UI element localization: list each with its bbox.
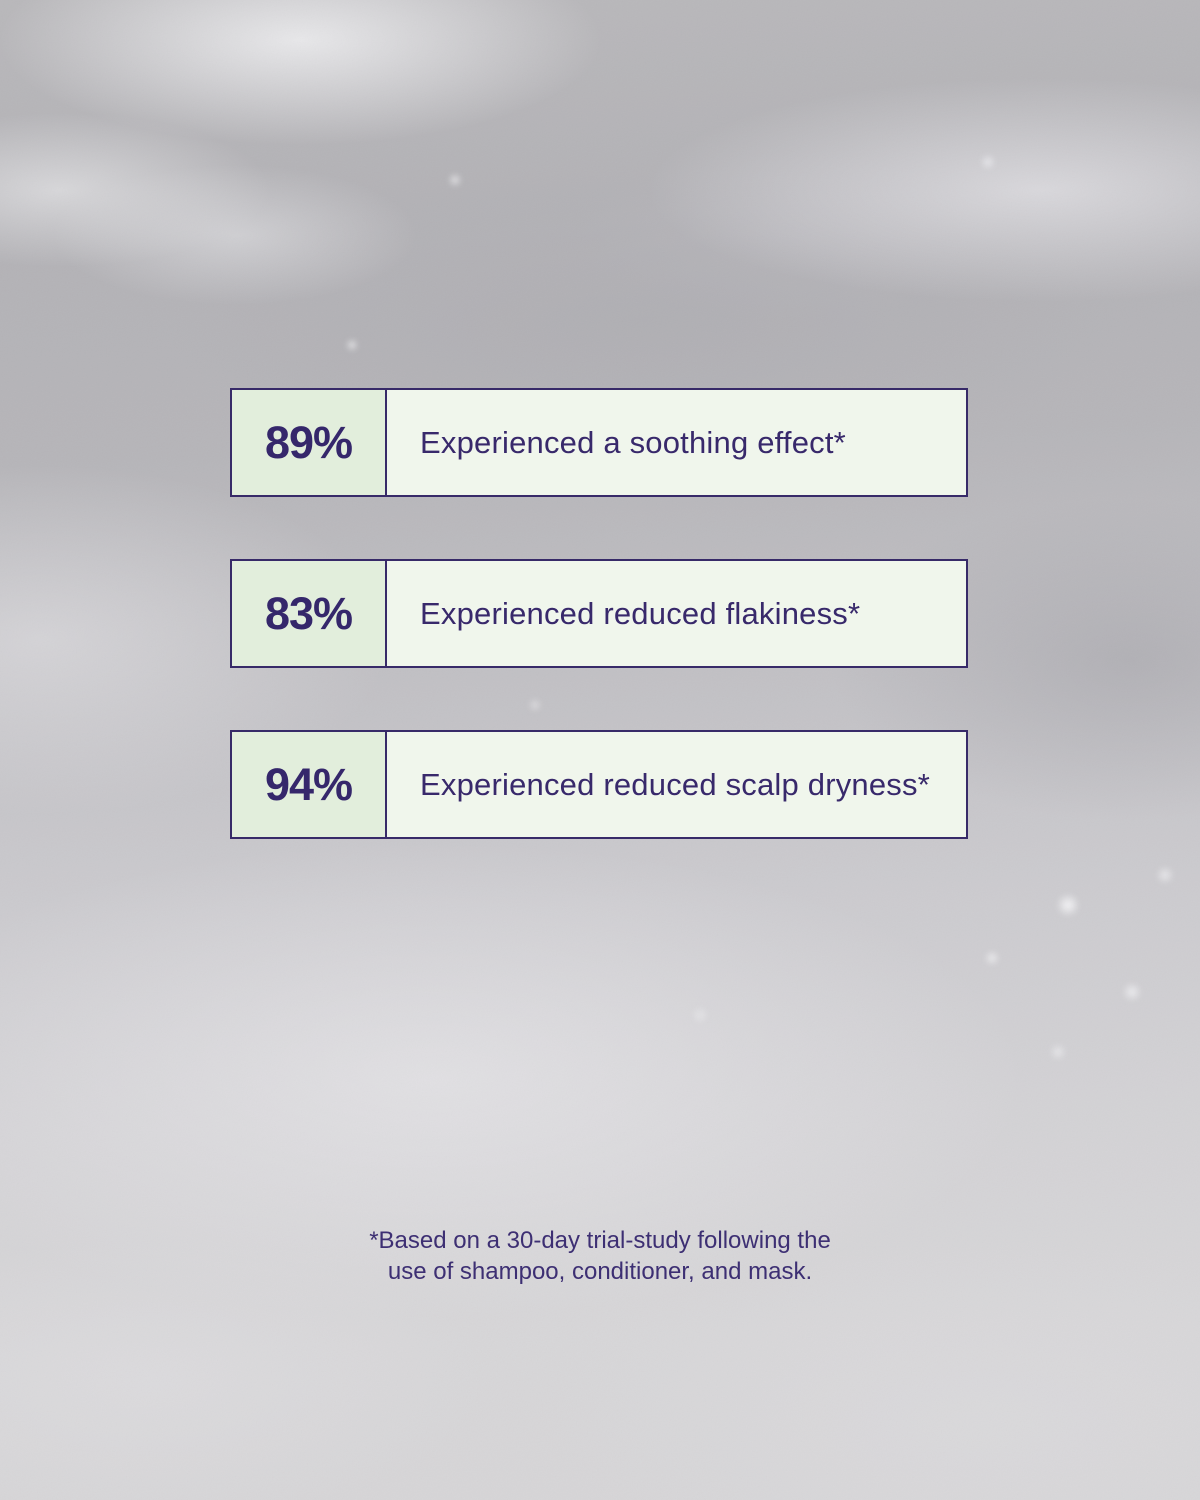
footnote-line-2: use of shampoo, conditioner, and mask. xyxy=(387,1258,813,1285)
stat-value: 89% xyxy=(232,390,387,495)
stat-label: Experienced a soothing effect* xyxy=(387,390,966,495)
stat-value: 83% xyxy=(232,561,387,666)
stats-list: 89% Experienced a soothing effect* 83% E… xyxy=(230,388,968,839)
footnote: *Based on a 30-day trial-study following… xyxy=(0,1225,1200,1287)
stat-value: 94% xyxy=(232,732,387,837)
stat-card-dryness: 94% Experienced reduced scalp dryness* xyxy=(230,730,968,839)
footnote-line-1: *Based on a 30-day trial-study following… xyxy=(369,1227,831,1254)
stat-label: Experienced reduced scalp dryness* xyxy=(387,732,966,837)
stat-label: Experienced reduced flakiness* xyxy=(387,561,966,666)
stat-card-soothing: 89% Experienced a soothing effect* xyxy=(230,388,968,497)
stat-card-flakiness: 83% Experienced reduced flakiness* xyxy=(230,559,968,668)
